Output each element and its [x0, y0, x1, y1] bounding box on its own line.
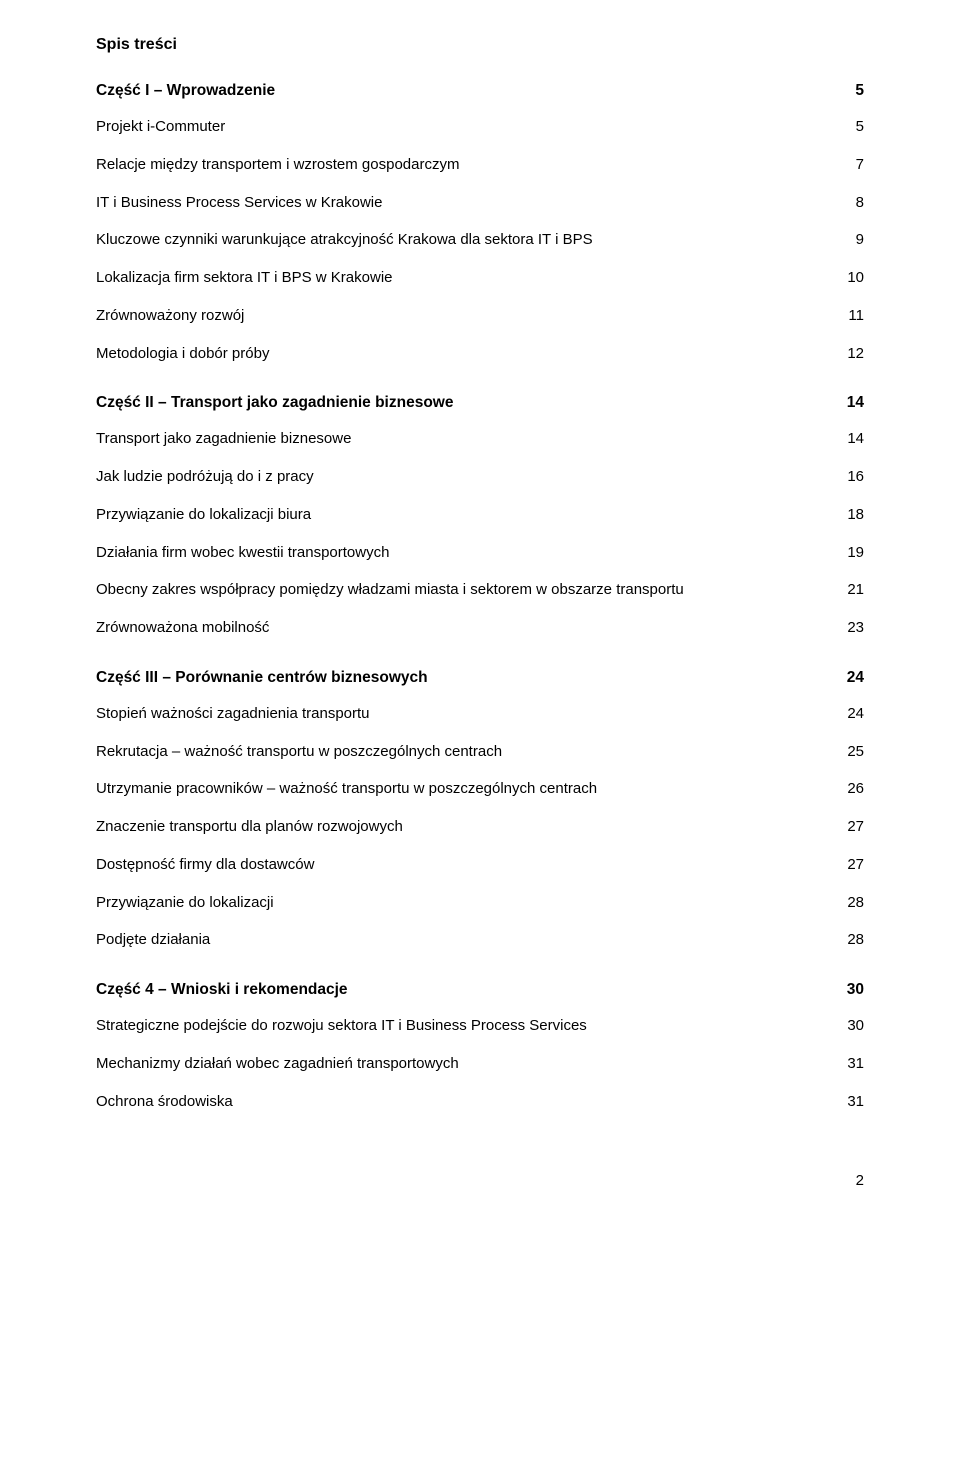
toc-entry-label: Jak ludzie podróżują do i z pracy: [96, 466, 834, 488]
toc-entry-label: IT i Business Process Services w Krakowi…: [96, 192, 834, 214]
toc-entry: Transport jako zagadnienie biznesowe14: [96, 428, 864, 450]
toc-entry-label: Utrzymanie pracowników – ważność transpo…: [96, 778, 834, 800]
toc-entry-label: Ochrona środowiska: [96, 1091, 834, 1113]
toc-entry-page: 27: [834, 854, 864, 876]
toc-entry-label: Zrównoważona mobilność: [96, 617, 834, 639]
toc-entry: Rekrutacja – ważność transportu w poszcz…: [96, 741, 864, 763]
toc-entry-page: 7: [834, 154, 864, 176]
toc-entry: Jak ludzie podróżują do i z pracy16: [96, 466, 864, 488]
toc-section-heading: Część II – Transport jako zagadnienie bi…: [96, 394, 864, 412]
toc-entry-page: 28: [834, 929, 864, 951]
toc-entry-label: Strategiczne podejście do rozwoju sektor…: [96, 1015, 834, 1037]
page-number: 2: [96, 1172, 864, 1189]
toc-entry-page: 11: [834, 305, 864, 327]
toc-entry: Metodologia i dobór próby12: [96, 343, 864, 365]
toc-entry-label: Rekrutacja – ważność transportu w poszcz…: [96, 741, 834, 763]
toc-entry-page: 26: [834, 778, 864, 800]
toc-section-title: Część 4 – Wnioski i rekomendacje: [96, 981, 834, 999]
toc-entry: Przywiązanie do lokalizacji28: [96, 892, 864, 914]
toc-entry: Obecny zakres współpracy pomiędzy władza…: [96, 579, 864, 601]
toc-section-page: 30: [834, 981, 864, 999]
toc-entry-page: 23: [834, 617, 864, 639]
toc-entry-label: Lokalizacja firm sektora IT i BPS w Krak…: [96, 267, 834, 289]
toc-entry-page: 21: [834, 579, 864, 601]
toc-entry: Stopień ważności zagadnienia transportu2…: [96, 703, 864, 725]
toc-entry: Mechanizmy działań wobec zagadnień trans…: [96, 1053, 864, 1075]
toc-entry-label: Znaczenie transportu dla planów rozwojow…: [96, 816, 834, 838]
toc-entry-page: 25: [834, 741, 864, 763]
toc-entry-label: Metodologia i dobór próby: [96, 343, 834, 365]
toc-entry: Podjęte działania28: [96, 929, 864, 951]
toc-entry-label: Działania firm wobec kwestii transportow…: [96, 542, 834, 564]
toc-entry-label: Projekt i-Commuter: [96, 116, 834, 138]
toc-entry-page: 10: [834, 267, 864, 289]
toc-entry: Ochrona środowiska31: [96, 1091, 864, 1113]
toc-entry-label: Kluczowe czynniki warunkujące atrakcyjno…: [96, 229, 834, 251]
toc-section-title: Część III – Porównanie centrów biznesowy…: [96, 669, 834, 687]
toc-entry: IT i Business Process Services w Krakowi…: [96, 192, 864, 214]
toc-entry-page: 31: [834, 1091, 864, 1113]
toc-entry-label: Transport jako zagadnienie biznesowe: [96, 428, 834, 450]
toc-entry-page: 16: [834, 466, 864, 488]
toc-section-page: 14: [834, 394, 864, 412]
toc-entry: Działania firm wobec kwestii transportow…: [96, 542, 864, 564]
toc-entry-label: Dostępność firmy dla dostawców: [96, 854, 834, 876]
toc-section-heading: Część 4 – Wnioski i rekomendacje30: [96, 981, 864, 999]
toc-entry: Dostępność firmy dla dostawców27: [96, 854, 864, 876]
toc-section-heading: Część III – Porównanie centrów biznesowy…: [96, 669, 864, 687]
toc-entry-page: 28: [834, 892, 864, 914]
toc-section-heading: Część I – Wprowadzenie5: [96, 82, 864, 100]
toc-entry-label: Przywiązanie do lokalizacji: [96, 892, 834, 914]
toc-entry-page: 31: [834, 1053, 864, 1075]
toc-entry-label: Przywiązanie do lokalizacji biura: [96, 504, 834, 526]
toc-section-title: Część I – Wprowadzenie: [96, 82, 834, 100]
toc-entry: Relacje między transportem i wzrostem go…: [96, 154, 864, 176]
document-title: Spis treści: [96, 36, 864, 54]
toc-entry: Zrównoważona mobilność23: [96, 617, 864, 639]
toc-entry: Znaczenie transportu dla planów rozwojow…: [96, 816, 864, 838]
toc-entry: Kluczowe czynniki warunkujące atrakcyjno…: [96, 229, 864, 251]
toc-entry-label: Mechanizmy działań wobec zagadnień trans…: [96, 1053, 834, 1075]
toc-entry-label: Stopień ważności zagadnienia transportu: [96, 703, 834, 725]
toc-entry: Lokalizacja firm sektora IT i BPS w Krak…: [96, 267, 864, 289]
toc-entry-page: 8: [834, 192, 864, 214]
toc-entry-page: 14: [834, 428, 864, 450]
toc-entry-page: 18: [834, 504, 864, 526]
toc-entry-page: 19: [834, 542, 864, 564]
toc-entry: Strategiczne podejście do rozwoju sektor…: [96, 1015, 864, 1037]
toc-section-page: 24: [834, 669, 864, 687]
toc-entry-label: Podjęte działania: [96, 929, 834, 951]
toc-entry-page: 27: [834, 816, 864, 838]
toc-section-title: Część II – Transport jako zagadnienie bi…: [96, 394, 834, 412]
toc-entry-label: Zrównoważony rozwój: [96, 305, 834, 327]
toc-entry-page: 12: [834, 343, 864, 365]
toc-section-page: 5: [834, 82, 864, 100]
toc-entry: Utrzymanie pracowników – ważność transpo…: [96, 778, 864, 800]
toc-entry-label: Obecny zakres współpracy pomiędzy władza…: [96, 579, 834, 601]
toc-entry-page: 5: [834, 116, 864, 138]
toc-entry-page: 9: [834, 229, 864, 251]
toc-entry-page: 30: [834, 1015, 864, 1037]
toc-entry: Zrównoważony rozwój11: [96, 305, 864, 327]
table-of-contents: Część I – Wprowadzenie5Projekt i-Commute…: [96, 82, 864, 1112]
toc-entry: Przywiązanie do lokalizacji biura18: [96, 504, 864, 526]
toc-entry-label: Relacje między transportem i wzrostem go…: [96, 154, 834, 176]
toc-entry: Projekt i-Commuter5: [96, 116, 864, 138]
toc-entry-page: 24: [834, 703, 864, 725]
